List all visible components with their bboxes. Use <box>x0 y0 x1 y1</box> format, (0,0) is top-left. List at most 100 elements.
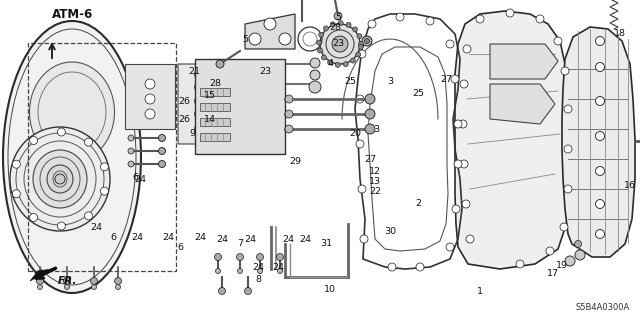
Polygon shape <box>490 44 558 79</box>
Text: 30: 30 <box>384 226 396 235</box>
Text: 29: 29 <box>289 158 301 167</box>
Circle shape <box>360 235 368 243</box>
Circle shape <box>309 81 321 93</box>
Circle shape <box>159 160 166 167</box>
Circle shape <box>460 160 468 168</box>
Circle shape <box>356 95 364 103</box>
Circle shape <box>58 128 65 136</box>
Circle shape <box>368 20 376 28</box>
Circle shape <box>426 17 434 25</box>
Circle shape <box>328 60 333 65</box>
Text: 7: 7 <box>237 240 243 249</box>
Circle shape <box>516 260 524 268</box>
Text: 27: 27 <box>364 154 376 164</box>
Text: 10: 10 <box>324 285 336 293</box>
Circle shape <box>595 167 605 175</box>
Circle shape <box>595 229 605 239</box>
Circle shape <box>159 135 166 142</box>
Text: 24: 24 <box>134 174 146 183</box>
Circle shape <box>145 94 155 104</box>
Text: 2: 2 <box>415 199 421 209</box>
Circle shape <box>128 135 134 141</box>
Bar <box>200 133 230 141</box>
Text: 21: 21 <box>188 66 200 76</box>
Circle shape <box>84 138 93 146</box>
Text: S5B4A0300A: S5B4A0300A <box>576 302 630 311</box>
Circle shape <box>357 33 362 39</box>
Text: 26: 26 <box>178 97 190 106</box>
Text: 24: 24 <box>244 234 256 243</box>
Circle shape <box>115 278 122 285</box>
Circle shape <box>595 97 605 106</box>
Circle shape <box>388 263 396 271</box>
Circle shape <box>285 95 293 103</box>
Text: 24: 24 <box>282 234 294 243</box>
Text: 31: 31 <box>320 239 332 248</box>
Text: 16: 16 <box>624 182 636 190</box>
Text: FR.: FR. <box>58 276 77 286</box>
Text: 24: 24 <box>194 233 206 241</box>
Circle shape <box>338 20 343 26</box>
Circle shape <box>451 75 459 83</box>
Circle shape <box>100 163 108 171</box>
Text: 24: 24 <box>90 222 102 232</box>
Circle shape <box>353 27 358 32</box>
Circle shape <box>310 58 320 68</box>
Text: 20: 20 <box>349 130 361 138</box>
Circle shape <box>561 67 569 75</box>
Circle shape <box>351 58 355 63</box>
Text: 5: 5 <box>335 12 341 21</box>
Polygon shape <box>178 64 225 144</box>
Circle shape <box>356 140 364 148</box>
Circle shape <box>335 63 340 67</box>
Text: 24: 24 <box>162 233 174 241</box>
Circle shape <box>65 285 70 290</box>
Circle shape <box>216 269 221 273</box>
Circle shape <box>279 33 291 45</box>
Circle shape <box>595 199 605 209</box>
Text: 24: 24 <box>131 233 143 241</box>
Circle shape <box>365 39 369 43</box>
Circle shape <box>195 108 205 120</box>
Text: 4: 4 <box>327 58 333 68</box>
Circle shape <box>278 269 282 273</box>
Circle shape <box>334 12 342 20</box>
Circle shape <box>36 278 44 285</box>
Circle shape <box>320 24 360 64</box>
Circle shape <box>276 254 284 261</box>
Circle shape <box>319 32 324 37</box>
Circle shape <box>459 120 467 128</box>
Circle shape <box>323 26 328 31</box>
Circle shape <box>554 37 562 45</box>
Circle shape <box>237 254 243 261</box>
Circle shape <box>358 185 366 193</box>
Text: 22: 22 <box>369 187 381 196</box>
Circle shape <box>446 243 454 251</box>
Text: 25: 25 <box>344 77 356 85</box>
Bar <box>195 59 285 154</box>
Text: 5: 5 <box>242 34 248 43</box>
Circle shape <box>310 70 320 80</box>
Circle shape <box>365 109 375 119</box>
Circle shape <box>257 269 262 273</box>
Circle shape <box>58 222 65 230</box>
Text: 18: 18 <box>614 29 626 39</box>
Text: 1: 1 <box>477 287 483 296</box>
Circle shape <box>218 287 225 294</box>
Circle shape <box>564 145 572 153</box>
Text: ATM-6: ATM-6 <box>52 8 93 20</box>
Circle shape <box>195 81 205 93</box>
Text: 24: 24 <box>252 263 264 271</box>
Circle shape <box>195 69 205 79</box>
Text: 25: 25 <box>412 88 424 98</box>
Circle shape <box>346 22 351 27</box>
Circle shape <box>244 287 252 294</box>
Circle shape <box>463 45 471 53</box>
Circle shape <box>214 254 221 261</box>
Text: 28: 28 <box>329 23 341 32</box>
Text: 3: 3 <box>373 124 379 133</box>
Text: 24: 24 <box>299 234 311 243</box>
Ellipse shape <box>3 21 141 293</box>
Text: 23: 23 <box>259 66 271 76</box>
Ellipse shape <box>29 62 115 162</box>
